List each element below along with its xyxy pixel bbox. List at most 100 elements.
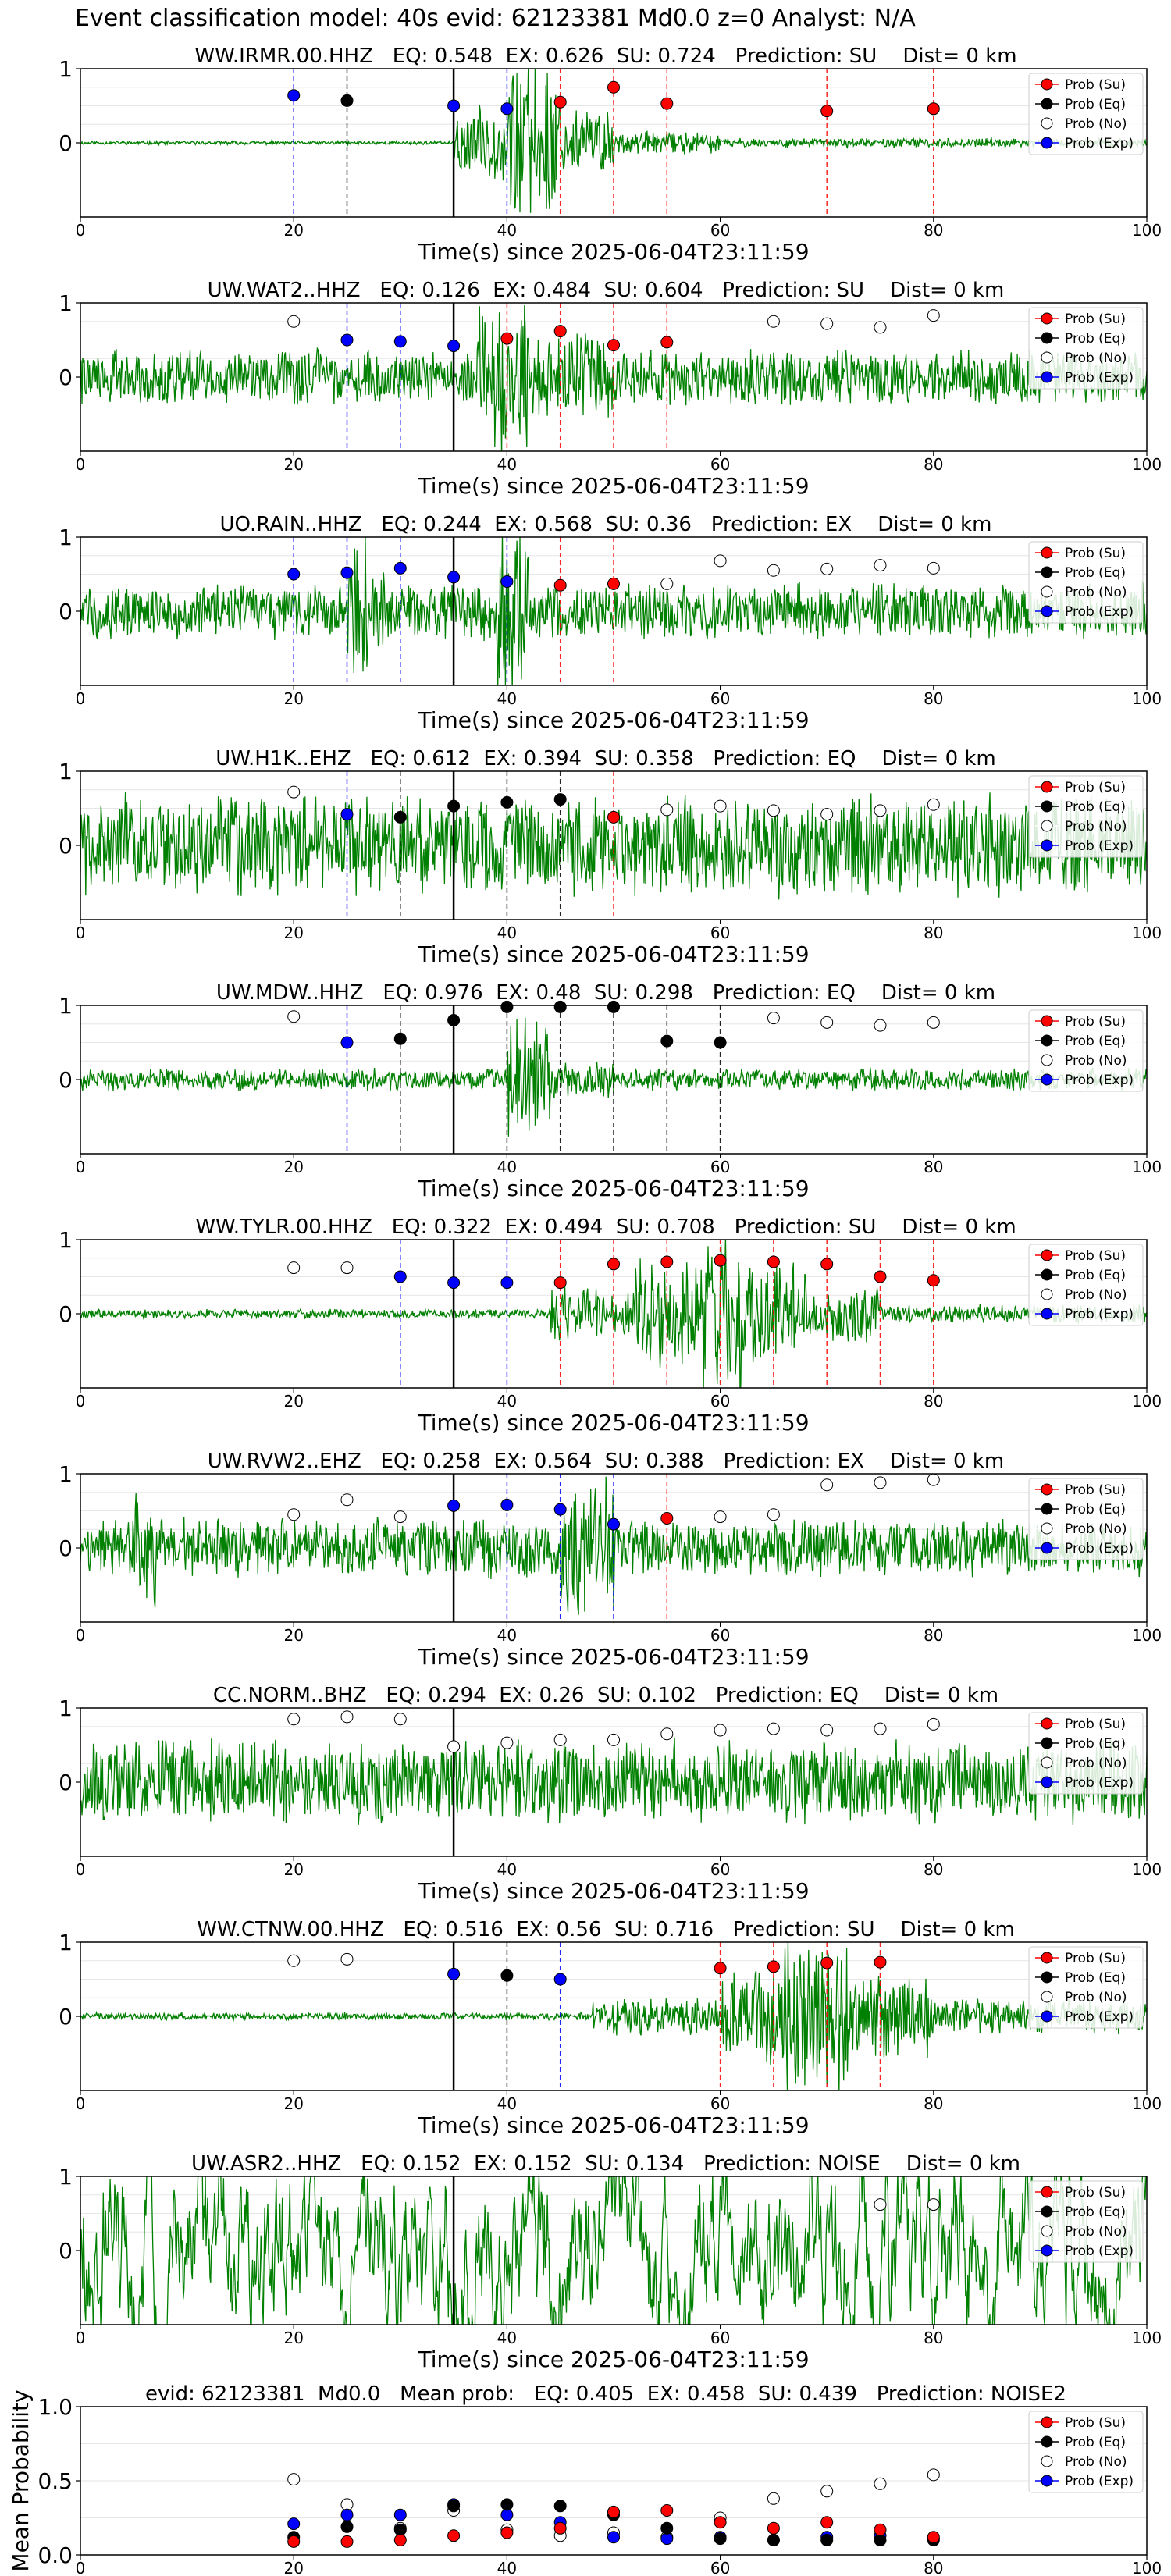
legend-label-su: Prob (Su): [1065, 311, 1126, 327]
x-tick-label: 40: [497, 1626, 517, 1645]
y-tick-label: 0.5: [37, 2468, 73, 2494]
mean-prob-point-eq: [340, 2520, 354, 2533]
x-tick-label: 100: [1132, 2094, 1162, 2113]
x-tick-label: 40: [497, 2094, 517, 2113]
legend-label-su: Prob (Su): [1065, 546, 1126, 561]
prob-point-su: [607, 339, 620, 352]
mean-prob-point-su: [820, 2516, 834, 2529]
prob-point-no: [500, 1736, 514, 1749]
x-axis-label: Time(s) since 2025-06-04T23:11:59: [417, 941, 809, 967]
legend-label-eq: Prob (Eq): [1065, 2204, 1126, 2220]
mean-prob-point-no: [874, 2477, 887, 2490]
prob-point-eq: [393, 1032, 407, 1045]
chart-title: WW.CTNW.00.HHZ EQ: 0.516 EX: 0.56 SU: 0.…: [197, 1918, 1015, 1941]
legend-label-exp: Prob (Exp): [1065, 2243, 1134, 2259]
prob-point-su: [607, 810, 620, 824]
prob-point-exp: [553, 1973, 567, 1986]
x-tick-label: 0: [76, 2094, 86, 2113]
legend: Prob (Su) Prob (Eq) Prob (No) Prob (Exp): [1028, 2180, 1144, 2263]
x-tick-label: 100: [1132, 221, 1162, 240]
prob-point-no: [927, 2198, 940, 2211]
prob-point-exp: [340, 566, 354, 579]
legend-box: [1028, 307, 1144, 390]
legend-marker-eq: [1041, 1971, 1053, 1984]
legend-marker-no: [1041, 1991, 1053, 2003]
prob-point-su: [820, 1956, 834, 1969]
legend-box: [1028, 1946, 1144, 2029]
prob-point-su: [767, 1960, 780, 1973]
prob-point-su: [874, 1955, 887, 1969]
prob-point-su: [660, 97, 674, 110]
mean-prob-point-eq: [874, 2534, 887, 2546]
x-tick-label: 20: [283, 1860, 303, 1879]
prob-point-no: [927, 309, 940, 322]
x-tick-label: 40: [497, 2329, 517, 2347]
y-tick-label: 0: [59, 2004, 73, 2030]
x-tick-label: 80: [924, 221, 943, 240]
legend-label-eq: Prob (Eq): [1065, 565, 1126, 581]
prob-point-exp: [393, 561, 407, 575]
x-tick-label: 0: [76, 923, 86, 942]
legend-label-no: Prob (No): [1065, 1287, 1127, 1303]
x-tick-label: 80: [924, 923, 943, 942]
prob-point-no: [287, 785, 301, 799]
mean-prob-point-no: [340, 2498, 354, 2511]
x-tick-label: 40: [497, 455, 517, 474]
x-tick-label: 20: [283, 2329, 303, 2347]
legend-label-eq: Prob (Eq): [1065, 1034, 1126, 1049]
mean-prob-point-su: [447, 2529, 461, 2542]
prob-point-no: [340, 1261, 354, 1275]
waveform-trace: [80, 1738, 1147, 1826]
prob-point-su: [607, 80, 620, 94]
legend-marker-no: [1041, 1522, 1053, 1535]
prob-point-no: [767, 564, 780, 577]
x-tick-label: 20: [283, 2559, 303, 2576]
prob-point-no: [714, 1510, 727, 1524]
prob-point-exp: [447, 1499, 461, 1512]
prob-point-exp: [607, 1517, 620, 1531]
x-tick-label: 20: [283, 1626, 303, 1645]
x-tick-label: 80: [924, 2329, 943, 2347]
x-tick-label: 60: [710, 689, 730, 708]
x-tick-label: 60: [710, 221, 730, 240]
x-tick-label: 60: [710, 455, 730, 474]
legend-marker-eq: [1041, 800, 1053, 813]
prob-point-su: [874, 1270, 887, 1283]
chart-title: UW.ASR2..HHZ EQ: 0.152 EX: 0.152 SU: 0.1…: [191, 2152, 1020, 2176]
x-axis-label: Time(s) since 2025-06-04T23:11:59: [417, 1644, 809, 1670]
prob-point-no: [714, 799, 727, 813]
prob-point-eq: [500, 795, 514, 809]
prob-point-no: [767, 1722, 780, 1735]
legend: Prob (Su) Prob (Eq) Prob (No) Prob (Exp): [1028, 73, 1144, 155]
legend-marker-su: [1041, 1015, 1053, 1027]
x-tick-label: 20: [283, 1392, 303, 1411]
prob-point-no: [927, 561, 940, 575]
legend-marker-no: [1041, 117, 1053, 130]
chart-panel-1: 0 20 40 60 80 100 0 1 WW.IRMR.00.HHZ EQ: 0.548 E…: [59, 44, 1162, 265]
y-tick-label: 1: [59, 525, 73, 550]
y-tick-label: 0: [59, 1770, 73, 1795]
prob-point-exp: [500, 1276, 514, 1290]
legend-label-su: Prob (Su): [1065, 77, 1126, 93]
prob-point-exp: [287, 568, 301, 581]
figure-title: Event classification model: 40s evid: 62…: [75, 5, 916, 32]
x-axis-label: Time(s) since 2025-06-04T23:11:59: [417, 2347, 809, 2372]
legend-marker-exp: [1041, 839, 1053, 852]
legend-label-su: Prob (Su): [1065, 1717, 1126, 1732]
plot-area: [80, 1005, 1147, 1154]
chart-title: UW.WAT2..HHZ EQ: 0.126 EX: 0.484 SU: 0.6…: [208, 279, 1005, 302]
prob-point-no: [820, 562, 834, 575]
mean-prob-point-su: [874, 2523, 887, 2536]
legend-marker-no: [1041, 1288, 1053, 1300]
mean-prob-point-su: [500, 2526, 514, 2539]
prob-point-no: [927, 798, 940, 811]
legend-marker-exp: [1041, 2010, 1053, 2023]
legend-marker-exp: [1041, 371, 1053, 383]
y-tick-label: 0: [59, 130, 73, 156]
prob-point-no: [767, 315, 780, 328]
plot-area: [80, 1942, 1147, 2090]
x-axis-label: Time(s) since 2025-06-04T23:11:59: [417, 239, 809, 265]
legend-label-su: Prob (Su): [1065, 1248, 1126, 1264]
x-tick-label: 40: [497, 221, 517, 240]
legend: Prob (Su) Prob (Eq) Prob (No) Prob (Exp): [1028, 541, 1144, 624]
